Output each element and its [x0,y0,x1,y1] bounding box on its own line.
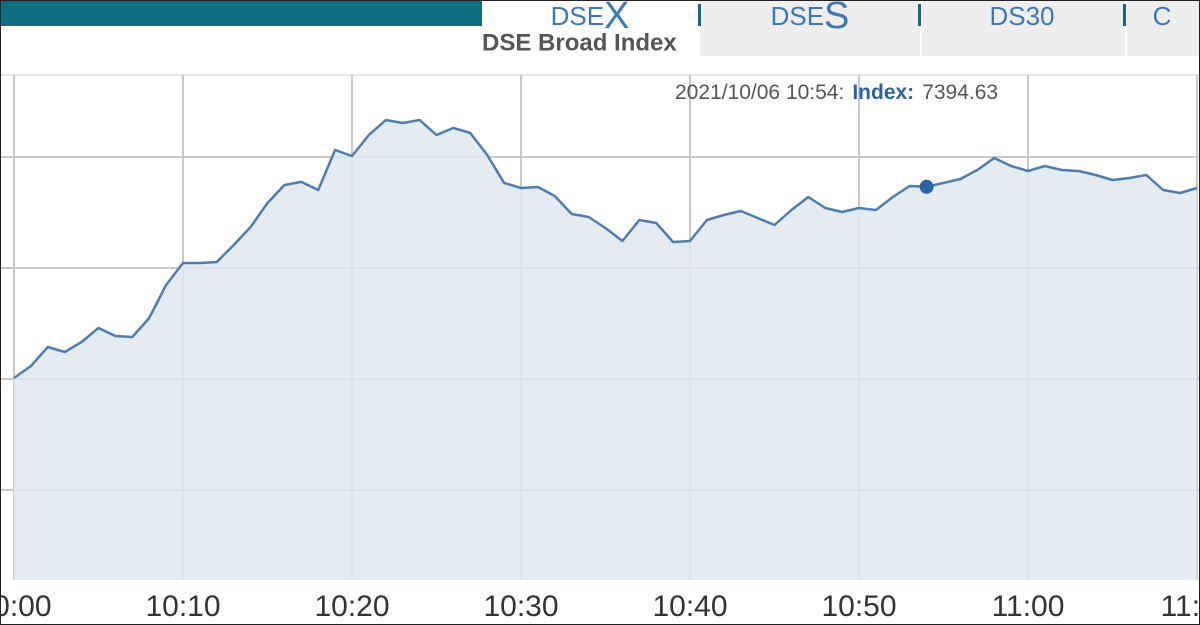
tooltip: 2021/10/06 10:54: Index: 7394.63 [675,81,998,104]
tooltip-label: Index: [852,81,914,104]
tab-text: C [1153,1,1172,31]
x-tick-label: 10:10 [145,590,220,623]
tab-label[interactable]: DS30 [989,1,1054,31]
tab-bg [922,0,1125,56]
tab-label[interactable]: DSEX [551,0,630,37]
x-tick-label: 10:50 [821,590,896,623]
tab-separator [1123,4,1126,26]
tab-bg [700,0,920,56]
tab-text-big: X [604,0,629,37]
hover-marker [919,179,934,194]
tab-text: DS30 [989,1,1054,31]
tab-separator [918,4,921,26]
x-tick-label: 10:30 [483,590,558,623]
tooltip-value: 7394.63 [922,81,998,104]
x-tick-label: 11:10 [1161,590,1200,623]
tab-bg [1127,0,1200,56]
tab-text: DSE [771,1,824,31]
tab-label[interactable]: DSES [771,0,850,37]
chart-title: DSE Broad Index [482,29,677,56]
header-bar [0,0,482,26]
area [14,120,1197,580]
x-tick-label: 11:00 [992,590,1065,623]
tab-label[interactable]: C [1153,1,1172,31]
tab-separator [698,4,701,26]
tab-text-big: S [824,0,849,37]
x-tick-label: 10:20 [314,590,389,623]
x-tick-label: 10:00 [0,590,52,623]
tooltip-time: 2021/10/06 10:54: [675,81,844,104]
x-tick-label: 10:40 [652,590,727,623]
line [13,118,1198,380]
tab-text: DSE [551,1,604,31]
